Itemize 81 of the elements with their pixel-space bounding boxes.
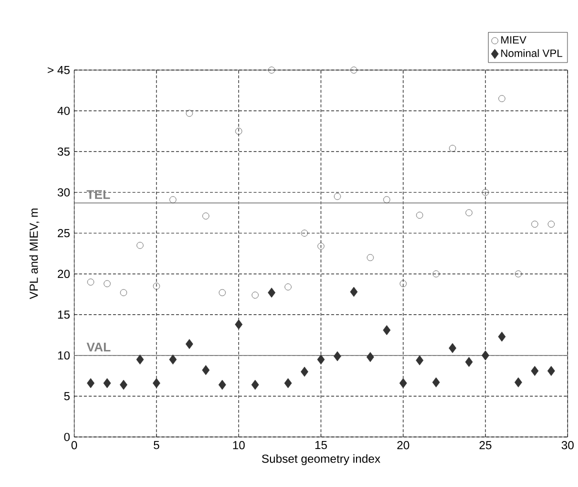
y-tick-label: 10	[58, 352, 70, 360]
y-tick-label: 25	[58, 229, 70, 238]
point	[400, 280, 407, 288]
point	[432, 378, 440, 388]
y-tick-label: 30	[58, 188, 70, 197]
point	[318, 242, 324, 250]
x-tick-label: 5	[154, 441, 160, 450]
point	[234, 320, 243, 330]
y-tick-label: 0	[64, 433, 70, 442]
point	[301, 230, 308, 237]
point	[87, 278, 94, 286]
point	[382, 325, 391, 336]
x-tick-label: 25	[480, 441, 492, 450]
point	[268, 288, 276, 298]
point	[300, 366, 308, 377]
point	[153, 282, 160, 290]
point	[350, 287, 358, 298]
point	[268, 66, 275, 74]
point	[465, 357, 473, 368]
point	[235, 128, 242, 135]
point	[284, 378, 292, 388]
point	[366, 352, 374, 362]
point	[432, 270, 440, 278]
x-tick-label: 20	[397, 441, 410, 450]
point	[466, 210, 472, 216]
point	[514, 378, 522, 388]
point	[103, 378, 111, 388]
point	[218, 289, 226, 296]
point	[252, 292, 259, 299]
point	[104, 280, 111, 288]
x-tick-label: 0	[71, 441, 78, 450]
y-tick-label: 15	[58, 310, 70, 319]
point	[482, 189, 489, 196]
point	[498, 332, 506, 342]
point	[202, 365, 210, 376]
y-axis-title: VPL and MIEV, m	[29, 208, 40, 300]
point	[498, 95, 506, 102]
y-tick-label: 20	[58, 270, 70, 278]
point	[120, 289, 127, 296]
point	[482, 350, 490, 361]
point	[186, 110, 193, 117]
x-tick-label: 30	[562, 441, 574, 450]
point	[531, 220, 538, 228]
point	[416, 356, 424, 366]
ref-line-label: TEL	[86, 190, 110, 200]
point	[120, 380, 128, 390]
point	[169, 354, 177, 365]
point	[514, 270, 522, 278]
y-tick-label: > 45	[48, 66, 70, 74]
point	[383, 196, 390, 204]
legend-label: Nominal VPL	[501, 49, 562, 58]
point	[399, 378, 407, 388]
y-tick-label: 40	[58, 106, 70, 116]
point	[202, 212, 210, 220]
point	[449, 145, 456, 152]
point	[152, 378, 160, 388]
point	[136, 354, 144, 365]
point	[136, 242, 144, 249]
point	[530, 366, 539, 376]
ref-line-label: VAL	[86, 342, 110, 352]
point	[366, 254, 374, 262]
point	[317, 354, 325, 365]
y-tick-label: 35	[58, 148, 70, 156]
x-axis-title: Subset geometry index	[262, 454, 380, 466]
point	[350, 66, 358, 74]
point	[416, 212, 424, 219]
point	[186, 339, 194, 350]
x-tick-label: 10	[233, 441, 245, 450]
y-tick-label: 5	[64, 392, 70, 400]
point	[547, 366, 555, 376]
point	[251, 380, 259, 390]
point	[548, 220, 555, 228]
point	[334, 351, 342, 362]
legend-label: MIEV	[501, 36, 526, 44]
x-tick-label: 15	[315, 441, 327, 450]
point	[284, 284, 292, 291]
point	[218, 380, 226, 390]
point	[448, 343, 456, 354]
point	[334, 193, 341, 200]
point	[170, 196, 176, 204]
point	[86, 378, 94, 388]
